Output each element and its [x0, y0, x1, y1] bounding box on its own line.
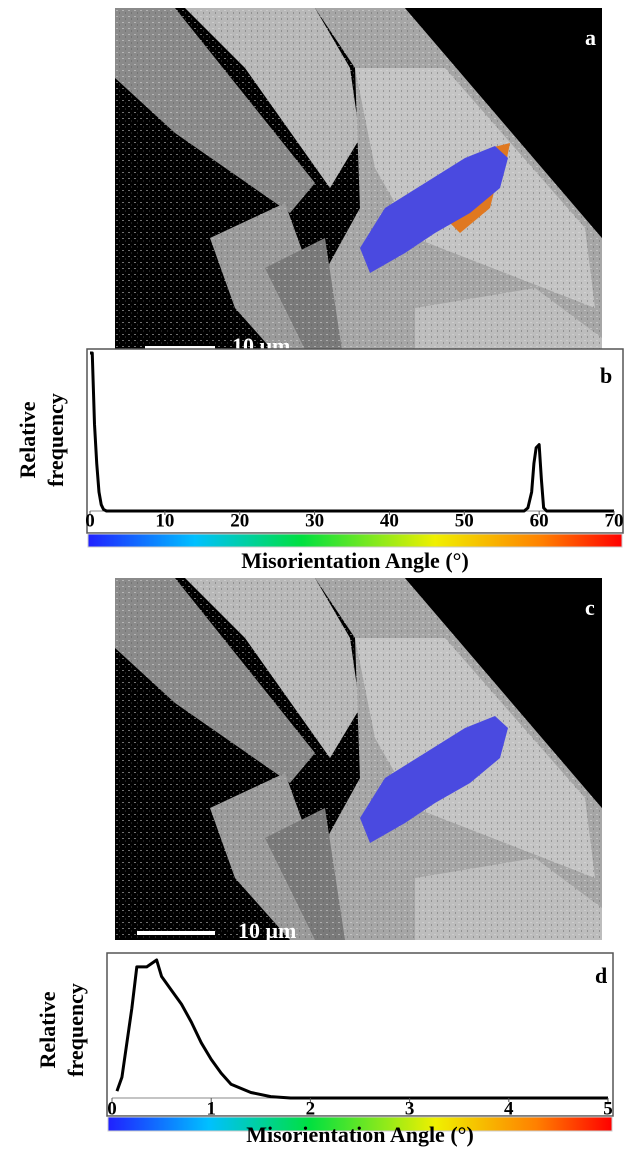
x-tick-label: 0 [107, 1098, 117, 1119]
x-tick-label: 10 [155, 510, 174, 531]
micrograph-c [115, 578, 602, 940]
x-tick-label: 4 [504, 1098, 514, 1119]
x-tick-label: 40 [380, 510, 399, 531]
x-tick-label: 5 [603, 1098, 613, 1119]
panel-label: d [595, 963, 607, 988]
y-axis-label: frequency [63, 983, 88, 1077]
color-bar [88, 534, 622, 547]
y-axis-label: frequency [43, 393, 68, 487]
x-tick-label: 2 [306, 1098, 316, 1119]
micrograph-a [115, 8, 602, 370]
x-axis-label: Misorientation Angle (°) [246, 1122, 474, 1147]
x-tick-label: 0 [85, 510, 95, 531]
x-tick-label: 20 [230, 510, 249, 531]
figure: 10 μm a 10 μm c 010203040506070Misorient… [0, 0, 628, 1149]
plot-frame [107, 953, 613, 1116]
y-axis-label: Relative [15, 401, 40, 478]
x-tick-label: 60 [530, 510, 549, 531]
x-tick-label: 30 [305, 510, 324, 531]
x-axis-label: Misorientation Angle (°) [241, 548, 469, 573]
x-tick-label: 70 [605, 510, 624, 531]
panel-label: c [585, 595, 595, 620]
x-tick-label: 1 [206, 1098, 216, 1119]
panel-label: b [600, 363, 612, 388]
x-tick-label: 50 [455, 510, 474, 531]
panel-label: a [585, 25, 596, 50]
y-axis-label: Relative [35, 991, 60, 1068]
x-tick-label: 3 [405, 1098, 415, 1119]
scale-bar-label: 10 μm [238, 918, 296, 943]
